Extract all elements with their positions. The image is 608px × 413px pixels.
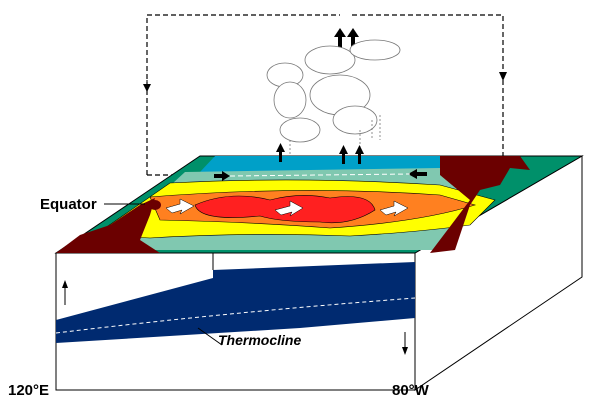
up-arrow-icon — [334, 28, 346, 50]
down-arrow-icon — [143, 80, 151, 92]
cold-band — [200, 156, 440, 172]
land-island — [149, 200, 161, 210]
convection-cloud-icon — [266, 39, 401, 155]
land-west — [56, 198, 160, 253]
up-arrow-icon — [276, 143, 285, 162]
thermocline-leader-line — [197, 327, 223, 346]
equator-label: Equator — [40, 196, 97, 213]
down-arrow-icon — [402, 332, 408, 355]
west-longitude-label: 120°E — [8, 382, 50, 399]
up-arrow-icon — [347, 28, 359, 50]
thermocline-band — [56, 262, 415, 343]
up-arrow-icon — [339, 145, 348, 164]
right-arrow-icon — [214, 171, 230, 181]
up-arrow-icon — [355, 145, 364, 164]
east-longitude-label: 80°W — [392, 382, 429, 399]
current-arrow-icon — [165, 198, 195, 215]
current-arrow-icon — [274, 200, 304, 217]
current-arrow-icon — [379, 200, 409, 217]
left-arrow-icon — [408, 169, 427, 179]
thermocline-label: Thermocline — [218, 332, 302, 348]
land-east — [430, 156, 530, 253]
up-arrow-icon — [62, 280, 68, 305]
down-arrow-icon — [499, 72, 507, 81]
